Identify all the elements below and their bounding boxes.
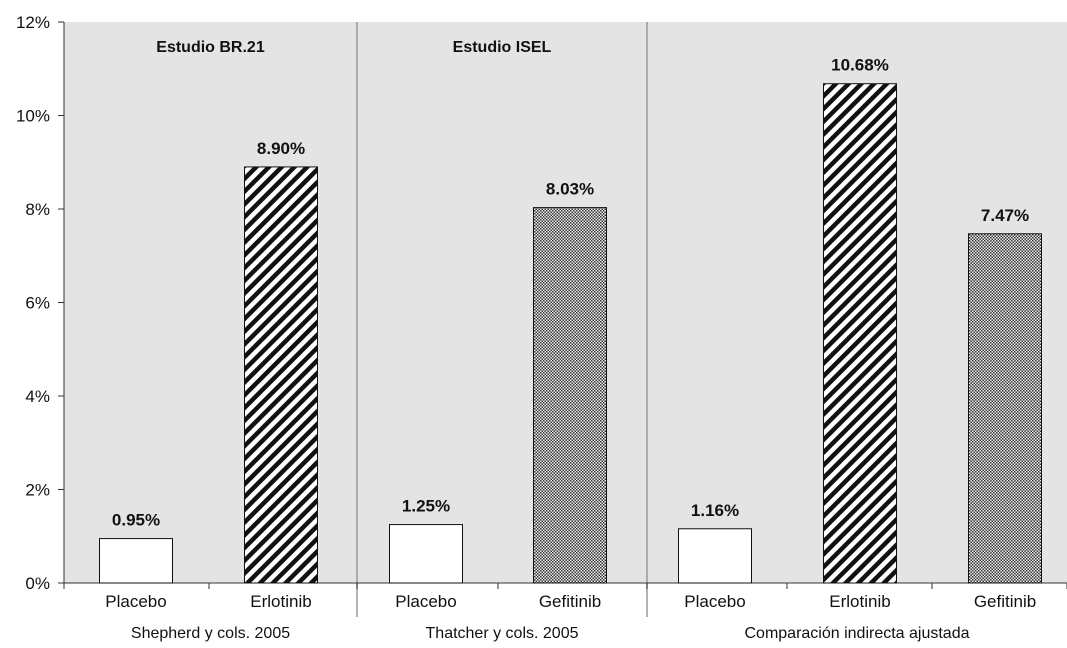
bar-value-label: 0.95% — [112, 511, 160, 530]
category-label: Erlotinib — [250, 592, 311, 611]
bar-value-label: 7.47% — [981, 206, 1029, 225]
category-label: Erlotinib — [829, 592, 890, 611]
bar — [823, 83, 897, 584]
bar-value-label: 8.03% — [546, 180, 594, 199]
y-tick-label: 6% — [25, 294, 50, 313]
group-source-label: Shepherd y cols. 2005 — [131, 625, 290, 642]
panel-title: Estudio ISEL — [453, 39, 552, 56]
bar — [244, 166, 318, 584]
bar — [533, 207, 607, 584]
y-tick-label: 8% — [25, 200, 50, 219]
y-tick-label: 10% — [16, 107, 50, 126]
bar — [968, 233, 1042, 584]
bar — [99, 538, 173, 584]
group-source-label: Thatcher y cols. 2005 — [426, 625, 579, 642]
y-tick-label: 0% — [25, 574, 50, 593]
bar-value-label: 1.25% — [402, 497, 450, 516]
bar — [389, 524, 463, 584]
y-tick-label: 4% — [25, 387, 50, 406]
bar — [678, 528, 752, 584]
category-label: Gefitinib — [539, 592, 601, 611]
category-label: Placebo — [105, 592, 166, 611]
category-label: Placebo — [684, 592, 745, 611]
bar-value-label: 8.90% — [257, 139, 305, 158]
category-label: Placebo — [395, 592, 456, 611]
bar-value-label: 10.68% — [831, 56, 889, 75]
group-source-label: Comparación indirecta ajustada — [744, 625, 969, 642]
category-label: Gefitinib — [974, 592, 1036, 611]
plot-area: 0% 2% 4% 6% 8% 10% 12% Estudio BR.21 Shepherd y … — [16, 13, 1067, 642]
panel-title: Estudio BR.21 — [156, 39, 265, 56]
y-tick-label: 12% — [16, 13, 50, 32]
y-tick-label: 2% — [25, 481, 50, 500]
bar-value-label: 1.16% — [691, 501, 739, 520]
